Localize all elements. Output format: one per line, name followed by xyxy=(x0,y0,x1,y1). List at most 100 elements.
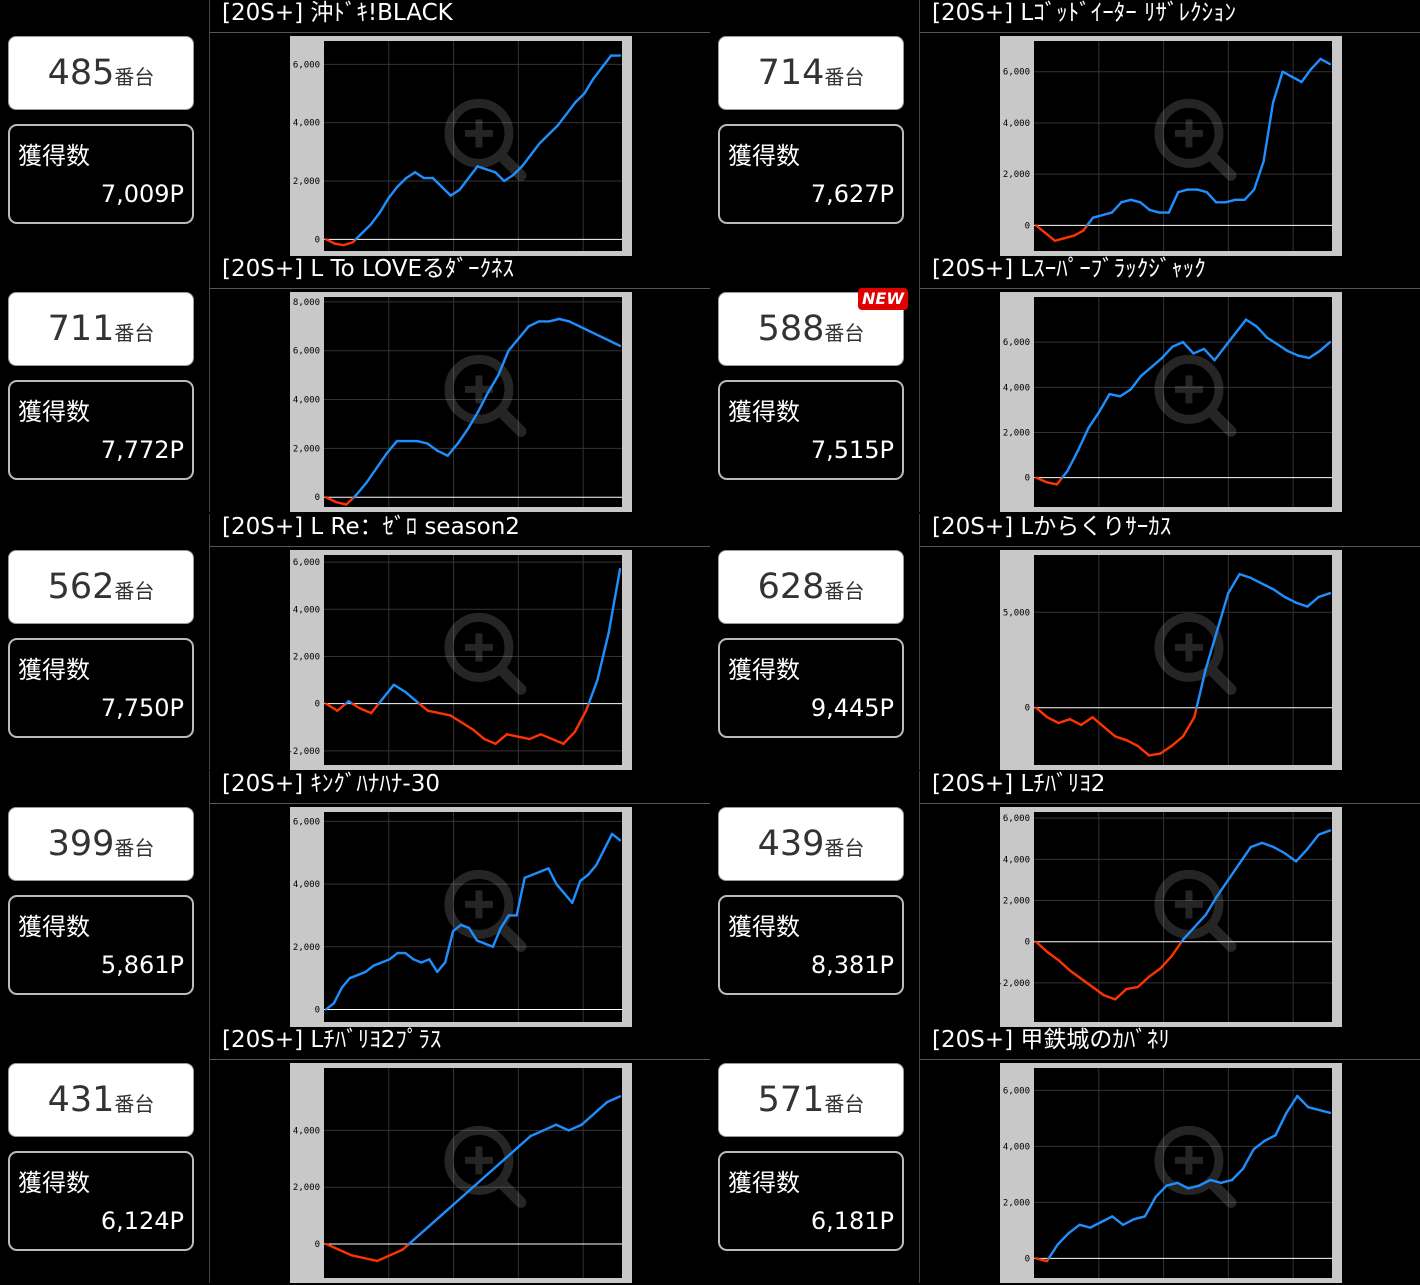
series-segment xyxy=(1271,70,1284,104)
series-segment xyxy=(460,721,475,731)
series-segment xyxy=(1262,101,1275,163)
series-segment xyxy=(458,176,470,191)
y-tick-label: 2,000 xyxy=(293,652,320,662)
series-segment xyxy=(324,702,339,712)
plot-area xyxy=(1034,555,1332,765)
series-segment xyxy=(471,728,486,741)
series-segment xyxy=(606,1095,622,1104)
machine-number-box[interactable]: 628番台 xyxy=(718,550,904,624)
series-segment xyxy=(332,986,344,1005)
zoom-icon xyxy=(1154,1125,1237,1208)
machine-title[interactable]: [20S+] Lからくりｻｰｶｽ xyxy=(932,514,1172,540)
series-segment xyxy=(556,112,568,127)
plot-area xyxy=(1034,812,1332,1022)
machine-number-box[interactable]: 485番台 xyxy=(8,36,194,110)
slump-graph[interactable]: -2,000 0 2,000 4,000 6,000 xyxy=(1000,807,1342,1027)
slump-graph[interactable]: 0 2,000 4,000 6,000 8,000 xyxy=(290,292,632,512)
series-segment xyxy=(539,867,550,873)
slump-graph[interactable]: 0 2,000 4,000 6,000 xyxy=(1000,292,1342,512)
series-segment xyxy=(573,709,588,734)
y-tick-label: 0 xyxy=(315,235,320,245)
earn-value: 8,381P xyxy=(810,951,894,979)
machine-title[interactable]: [20S+] Lｽｰﾊﾟｰﾌﾞﾗｯｸｼﾞｬｯｸ xyxy=(932,256,1206,282)
series-segment xyxy=(1087,410,1101,430)
series-segment xyxy=(437,711,452,717)
series-segment xyxy=(497,349,510,377)
plot-area xyxy=(1034,297,1332,507)
y-tick-label: 6,000 xyxy=(293,60,320,70)
machine-card: [20S+] L To LOVEるﾀﾞｰｸﾈｽ 711番台 獲得数 7,772P 0 2,… xyxy=(0,256,710,512)
series-segment xyxy=(342,241,354,247)
series-segment xyxy=(1076,426,1090,452)
machine-title[interactable]: [20S+] ｷﾝｸﾞﾊﾅﾊﾅ-30 xyxy=(222,771,440,797)
series-segment xyxy=(388,1248,404,1257)
series-segment xyxy=(459,923,471,930)
y-tick-label: 4,000 xyxy=(293,605,320,615)
machine-number-box[interactable]: 431番台 xyxy=(8,1063,194,1137)
machine-title[interactable]: [20S+] L To LOVEるﾀﾞｰｸﾈｽ xyxy=(222,256,515,282)
machine-number-box[interactable]: 571番台 xyxy=(718,1063,904,1137)
series-segment xyxy=(476,165,488,171)
series-segment xyxy=(594,848,606,867)
series-segment xyxy=(451,923,463,933)
series-segment xyxy=(1068,969,1083,980)
machine-title[interactable]: [20S+] Lﾁﾊﾞﾘﾖ2ﾌﾟﾗｽ xyxy=(222,1027,442,1053)
series-segment xyxy=(511,165,524,177)
slump-graph[interactable]: -2,000 0 2,000 4,000 6,000 xyxy=(290,550,632,770)
series-segment xyxy=(1102,725,1117,738)
series-segment xyxy=(1213,345,1227,362)
series-segment xyxy=(1165,1181,1179,1187)
series-segment xyxy=(542,1123,558,1132)
series-segment xyxy=(1238,845,1253,865)
series-segment xyxy=(412,958,423,964)
series-segment xyxy=(1034,1257,1049,1263)
series-segment xyxy=(1100,1215,1114,1224)
series-segment xyxy=(1307,1106,1321,1112)
series-segment xyxy=(600,54,613,69)
series-segment xyxy=(1290,75,1303,84)
series-segment xyxy=(529,141,542,156)
machine-number-box[interactable]: 399番台 xyxy=(8,807,194,881)
slump-graph[interactable]: 0 2,000 4,000 6,000 xyxy=(1000,1063,1342,1283)
machine-number-box[interactable]: 439番台 xyxy=(718,807,904,881)
series-segment xyxy=(1252,1139,1266,1151)
series-segment xyxy=(350,1254,366,1260)
slump-graph[interactable]: 0 5,000 xyxy=(1000,550,1342,770)
slump-graph[interactable]: 0 2,000 4,000 xyxy=(290,1063,632,1283)
series-segment xyxy=(1125,985,1139,991)
earn-value: 6,124P xyxy=(100,1207,184,1235)
slump-graph[interactable]: 0 2,000 4,000 6,000 xyxy=(290,36,632,256)
series-segment xyxy=(608,339,622,348)
series-segment xyxy=(1136,975,1151,989)
series-segment xyxy=(1086,216,1095,227)
y-tick-label: 6,000 xyxy=(1003,814,1030,824)
machine-number-box[interactable]: 711番台 xyxy=(8,292,194,366)
slump-graph[interactable]: 0 2,000 4,000 6,000 xyxy=(1000,36,1342,256)
series-segment xyxy=(588,329,601,338)
series-segment xyxy=(1265,336,1279,346)
machine-title[interactable]: [20S+] 沖ﾄﾞｷ!BLACK xyxy=(222,0,453,26)
y-tick-label: 2,000 xyxy=(293,444,320,454)
series-segment xyxy=(1272,588,1286,599)
machine-number-box[interactable]: 562番台 xyxy=(8,550,194,624)
series-segment xyxy=(1061,469,1069,479)
earn-label: 獲得数 xyxy=(728,398,800,426)
machine-title[interactable]: [20S+] 甲鉄城のｶﾊﾞﾈﾘ xyxy=(932,1027,1170,1053)
machine-title[interactable]: [20S+] L Re：ｾﾞﾛ season2 xyxy=(222,514,520,540)
series-segment xyxy=(1113,735,1128,742)
series-segment xyxy=(1176,1181,1190,1190)
machine-number: 485 xyxy=(47,53,115,93)
slump-graph[interactable]: 0 2,000 4,000 6,000 xyxy=(290,807,632,1027)
earn-value: 7,627P xyxy=(810,180,894,208)
column-divider xyxy=(919,256,920,512)
machine-title[interactable]: [20S+] Lﾁﾊﾞﾘﾖ2 xyxy=(932,771,1106,797)
y-tick-label: 6,000 xyxy=(293,558,320,568)
machine-number-box[interactable]: 714番台 xyxy=(718,36,904,110)
machine-title[interactable]: [20S+] Lｺﾞｯﾄﾞｲｰﾀｰ ﾘｻﾞﾚｸｼｮﾝ xyxy=(932,0,1237,26)
series-segment xyxy=(431,176,444,189)
series-segment xyxy=(378,197,390,215)
series-segment xyxy=(587,678,599,705)
column-divider xyxy=(919,771,920,1027)
series-segment xyxy=(1047,1243,1059,1260)
series-segment xyxy=(388,951,399,961)
